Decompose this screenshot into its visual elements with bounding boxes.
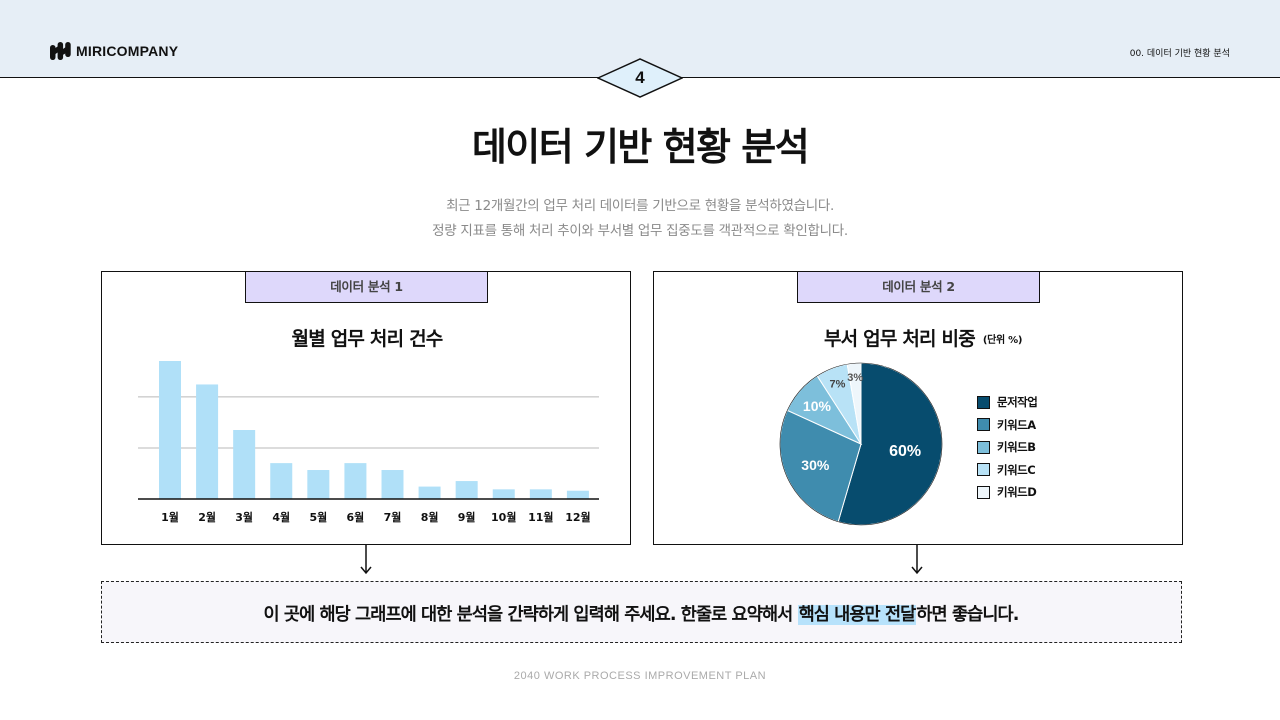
bar [307, 470, 330, 499]
bar [418, 486, 441, 499]
bar [529, 489, 552, 499]
bar [196, 384, 219, 499]
bar [492, 489, 515, 499]
legend-label: 키워드C [997, 462, 1036, 477]
down-arrow-icon [360, 545, 372, 575]
summary-text-start: 이 곳에 해당 그래프에 대한 분석을 간략하게 입력해 주세요. 한줄로 요약… [263, 605, 798, 625]
pie-value-label: 60% [889, 443, 921, 460]
pie-chart-title: 부서 업무 처리 비중 (단위 %) [824, 324, 1022, 351]
legend-item: 키워드D [977, 481, 1037, 504]
company-logo: MIRICOMPANY [50, 42, 178, 60]
x-tick-label: 6월 [347, 510, 365, 524]
bar-chart: 1월 2월 3월 4월 5월 6월 7월 8월 9월 10월 11월 12월 [138, 361, 599, 524]
pie-value-label: 7% [830, 379, 846, 391]
pie-outline [779, 362, 943, 526]
bar [455, 481, 478, 499]
bar [566, 490, 589, 499]
pie-value-label: 30% [801, 457, 830, 473]
x-tick-label: 11월 [528, 510, 553, 524]
x-tick-label: 8월 [421, 510, 439, 524]
bar-chart-title: 월별 업무 처리 건수 [291, 328, 444, 350]
subtitle-line-1: 최근 12개월간의 업무 처리 데이터를 기반으로 현황을 분석하였습니다. [446, 198, 834, 214]
x-tick-label: 3월 [235, 510, 253, 524]
legend-swatch [977, 418, 990, 432]
legend-item: 문저작업 [977, 391, 1038, 414]
page-title: 데이터 기반 현황 분석 [471, 125, 810, 169]
legend-label: 문저작업 [997, 395, 1038, 410]
legend-swatch [977, 463, 990, 477]
x-tick-label: 2월 [198, 510, 216, 524]
analysis-panel-2: 데이터 분석 2 부서 업무 처리 비중 (단위 %) 60% 30% 10% 7% 3%… [653, 271, 1183, 545]
x-tick-label: 1월 [161, 510, 179, 524]
pie-chart: 60% 30% 10% 7%3% [779, 362, 943, 526]
x-tick-label: 10월 [491, 510, 516, 524]
diamond-shape [597, 58, 683, 98]
section-label: 00. 데이터 기반 현황 분석 [1129, 49, 1230, 59]
footer-text: 2040 WORK PROCESS IMPROVEMENT PLAN [513, 670, 767, 682]
x-tick-label: 4월 [272, 510, 290, 524]
page-number: 4 [635, 68, 645, 87]
x-tick-label: 7월 [384, 510, 402, 524]
legend-item: 키워드C [977, 459, 1037, 482]
legend-swatch [977, 440, 990, 454]
x-tick-label: 5월 [309, 510, 327, 524]
subtitle-line-2: 정량 지표를 통해 처리 추이와 부서별 업무 집중도를 객관적으로 확인합니다… [432, 223, 848, 239]
pie-chart-title-text: 부서 업무 처리 비중 [824, 328, 976, 350]
legend-swatch [977, 485, 990, 499]
summary-text-end: 하면 좋습니다. [916, 605, 1019, 625]
summary-box: 이 곳에 해당 그래프에 대한 분석을 간략하게 입력해 주세요. 한줄로 요약… [101, 581, 1182, 643]
page-number-badge: 4 [597, 58, 683, 98]
panel-tag-1: 데이터 분석 1 [245, 271, 488, 303]
pie-value-label: 3% [847, 372, 863, 384]
logo-text: MIRICOMPANY [76, 43, 179, 59]
legend-swatch [977, 395, 990, 409]
analysis-panel-1: 데이터 분석 1 월별 업무 처리 건수 1월 2월 3월 4월 5월 6월 7월 8월 9월 1… [101, 271, 631, 545]
logo-mark-icon [50, 42, 71, 60]
summary-highlight: 핵심 내용만 전달 [797, 605, 917, 625]
legend-label: 키워드A [997, 417, 1036, 432]
x-tick-label: 9월 [458, 510, 476, 524]
down-arrow-icon [911, 545, 923, 575]
bar [159, 361, 181, 499]
pie-value-label: 10% [803, 398, 832, 414]
legend-item: 키워드A [977, 414, 1037, 437]
panel-tag-2: 데이터 분석 2 [797, 271, 1040, 303]
pie-chart-unit: (단위 %) [982, 335, 1023, 346]
bar [344, 463, 367, 499]
x-tick-label: 12월 [565, 510, 590, 524]
legend-label: 키워드B [997, 440, 1036, 455]
bar [233, 430, 256, 499]
bar [381, 470, 404, 499]
summary-text: 이 곳에 해당 그래프에 대한 분석을 간략하게 입력해 주세요. 한줄로 요약… [102, 601, 1180, 626]
legend-item: 키워드B [977, 436, 1037, 459]
legend-label: 키워드D [997, 485, 1037, 500]
bar [270, 463, 293, 499]
